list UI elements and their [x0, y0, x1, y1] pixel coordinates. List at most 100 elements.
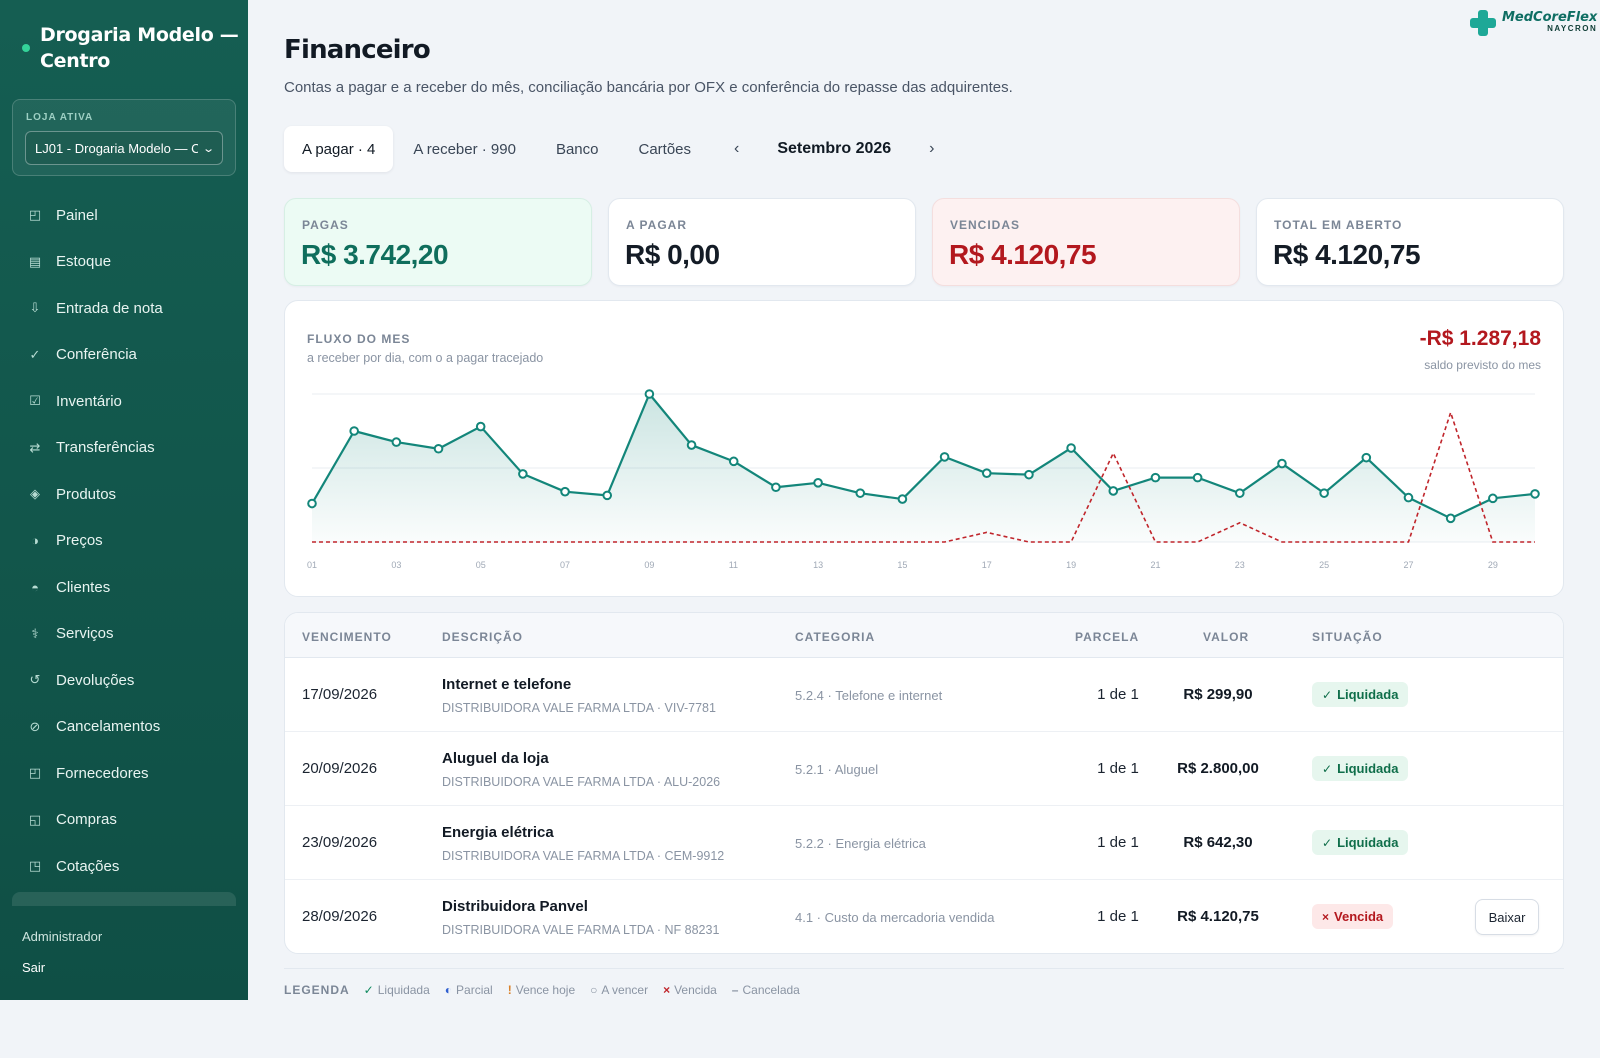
status-badge: ✓ Liquidada [1312, 830, 1409, 855]
cotacoes-icon: ◳ [28, 858, 42, 874]
category: 5.2.1 · Aluguel [795, 762, 879, 777]
sidebar-item-entrada-de-nota[interactable]: ⇩ Entrada de nota [0, 285, 248, 332]
x-tick-label: 01 [307, 560, 317, 570]
kpi-overdue-label: VENCIDAS [950, 218, 1021, 232]
sidebar-item-painel[interactable]: ◰ Painel [0, 192, 248, 239]
col-value-header: VALOR [1203, 630, 1250, 644]
sidebar-item-label: Inventário [56, 392, 122, 410]
receivables-point [981, 468, 992, 478]
supplier-reference: DISTRIBUIDORA VALE FARMA LTDA · CEM-9912 [442, 849, 725, 863]
projected-balance: -R$ 1.287,18 [1419, 327, 1541, 350]
check-icon: ✓ [1322, 835, 1333, 850]
transferencias-icon: ⇄ [29, 439, 41, 455]
legend-label: Vencida [674, 983, 717, 997]
tab-payables[interactable]: A pagar · 4 [284, 126, 394, 172]
inventario-icon: ☑ [29, 393, 41, 409]
col-installment-header: PARCELA [1075, 630, 1140, 644]
receivables-point [1108, 486, 1119, 496]
store-name: Drogaria Modelo — Centro [40, 24, 239, 72]
x-tick-label: 15 [897, 560, 907, 570]
kpi-paid-label: PAGAS [302, 218, 349, 232]
sidebar-item-clientes[interactable]: ◓ Clientes [0, 564, 248, 611]
installment: 1 de 1 [1097, 834, 1139, 851]
sidebar-item-estoque[interactable]: ▤ Estoque [0, 239, 248, 286]
logo-vendor: NAYCRON [1547, 24, 1598, 33]
receivables-point [1488, 493, 1498, 504]
prev-month-icon[interactable]: ‹ [734, 140, 740, 157]
sidebar-item-cotacoes[interactable]: ◳ Cotações [0, 843, 248, 890]
receivables-point [475, 421, 486, 432]
payables-table: VENCIMENTO DESCRIÇÃO CATEGORIA PARCELA VALOR… [284, 612, 1564, 954]
status-label: Liquidada [1337, 835, 1399, 850]
legend-title: LEGENDA [284, 983, 350, 997]
receivables-point [686, 440, 697, 450]
legend-item-vencida: × Vencida [663, 983, 717, 997]
kpi-paid-value: R$ 3.742,20 [301, 239, 449, 270]
sidebar-item-label: Cancelamentos [56, 718, 161, 736]
sidebar-item-devolucoes[interactable]: ↺ Devoluções [0, 657, 248, 704]
kpi-overdue-value: R$ 4.120,75 [949, 239, 1097, 270]
supplier-reference: DISTRIBUIDORA VALE FARMA LTDA · NF 88231 [442, 923, 720, 937]
receivables-point [644, 389, 655, 399]
supplier-reference: DISTRIBUIDORA VALE FARMA LTDA · ALU-2026 [442, 775, 721, 789]
tab-cards[interactable]: Cartões [638, 140, 692, 158]
sidebar-item-precos[interactable]: ◑ Preços [0, 518, 248, 565]
sidebar-item-transferencias[interactable]: ⇄ Transferências [0, 425, 248, 472]
payables-line [312, 409, 1535, 543]
installment: 1 de 1 [1097, 760, 1139, 777]
store-select[interactable]: LJ01 - Drogaria Modelo — Centro ⌄ [25, 131, 223, 165]
fornecedores-icon: ◰ [28, 765, 42, 781]
receivables-point [813, 478, 823, 488]
logout-link[interactable]: Sair [22, 960, 46, 975]
finance-tabs: A pagar · 4 A receber · 990 Banco Cartões [284, 126, 711, 172]
receivables-point [1150, 472, 1161, 483]
sidebar-item-compras[interactable]: ◱ Compras [0, 797, 248, 844]
cancelada-status-icon: – [731, 983, 739, 997]
divider [284, 968, 1564, 969]
receivables-point [433, 443, 444, 454]
description: Internet e telefone [442, 676, 572, 693]
sidebar-item-cancelamentos[interactable]: ⊘ Cancelamentos [0, 704, 248, 751]
legend-label: Cancelada [742, 983, 800, 997]
status-label: Vencida [1334, 909, 1384, 924]
description: Distribuidora Panvel [442, 898, 588, 915]
sidebar-item-label: Fornecedores [56, 764, 149, 782]
check-icon: ✓ [1322, 687, 1333, 702]
table-row: 23/09/2026 Energia elétrica DISTRIBUIDORA … [285, 806, 1563, 880]
legend-label: Liquidada [377, 983, 430, 997]
category: 4.1 · Custo da mercadoria vendida [795, 910, 995, 925]
tab-bank[interactable]: Banco [555, 140, 599, 158]
col-due-date-header: VENCIMENTO [302, 630, 392, 644]
legend-item-parcial: ◐ Parcial [445, 983, 493, 997]
status-label: Liquidada [1337, 687, 1399, 702]
legend-label: A vencer [601, 983, 649, 997]
amount: R$ 642,30 [1183, 834, 1253, 851]
legend-item-cancelada: – Cancelada [732, 983, 800, 997]
sidebar-item-servicos[interactable]: ⚕ Serviços [0, 611, 248, 658]
parcial-status-icon: ◐ [444, 983, 453, 997]
nav-scroll-edge [12, 892, 236, 906]
current-month: Setembro 2026 [777, 140, 892, 157]
compras-icon: ◱ [28, 811, 42, 827]
tab-receivables[interactable]: A receber · 990 [413, 140, 516, 158]
a-vencer-status-icon: ○ [590, 983, 598, 997]
check-icon: ✓ [1322, 761, 1333, 776]
sidebar-item-produtos[interactable]: ◈ Produtos [0, 471, 248, 518]
chart-subtitle: a receber por dia, com o a pagar traceja… [307, 351, 544, 365]
x-tick-label: 09 [644, 560, 654, 570]
page-title: Financeiro [284, 35, 431, 65]
receivables-point [391, 437, 402, 447]
receivables-point [855, 488, 866, 498]
sidebar-item-inventario[interactable]: ☑ Inventário [0, 378, 248, 425]
settle-button[interactable]: Baixar [1475, 899, 1539, 935]
sidebar-item-fornecedores[interactable]: ◰ Fornecedores [0, 750, 248, 797]
active-store-panel: LOJA ATIVA LJ01 - Drogaria Modelo — Cent… [12, 99, 236, 176]
kpi-paid-card: PAGAS R$ 3.742,20 [284, 198, 592, 286]
brand: Drogaria Modelo — Centro [14, 22, 244, 74]
next-month-icon[interactable]: › [929, 140, 935, 157]
cancelamentos-icon: ⊘ [29, 718, 41, 734]
x-tick-label: 23 [1235, 560, 1245, 570]
sidebar-item-conferencia[interactable]: ✓ Conferência [0, 332, 248, 379]
status-dot-icon [22, 44, 30, 52]
x-tick-label: 29 [1488, 560, 1498, 570]
